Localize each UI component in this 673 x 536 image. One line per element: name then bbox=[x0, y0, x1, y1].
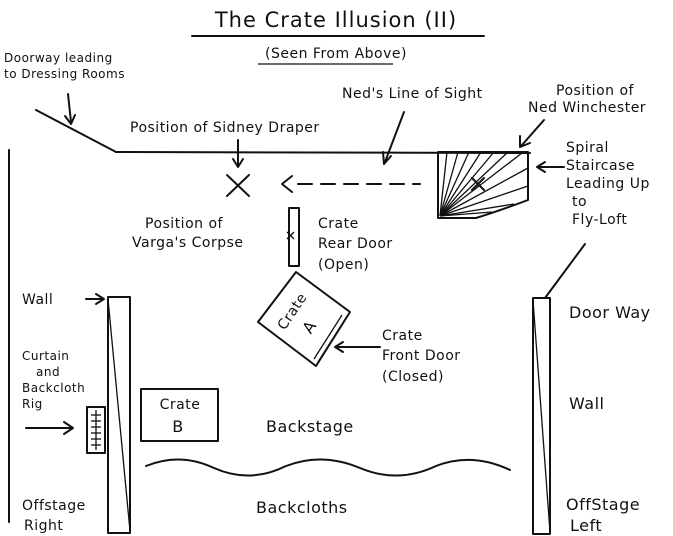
sidney-position-arrowhead bbox=[232, 158, 244, 168]
curtain-label-line2: and bbox=[36, 365, 60, 379]
crate-a-label-line2: A bbox=[298, 317, 320, 337]
doorway-dressing-label-line2: to Dressing Rooms bbox=[4, 67, 125, 81]
crate-front-arrowhead bbox=[334, 341, 344, 353]
crate-rear-label-line3: (Open) bbox=[318, 257, 369, 273]
spiral-label-line4: to bbox=[572, 194, 587, 210]
curtain-label-line3: Backcloth bbox=[22, 381, 85, 395]
neds-line-of-sight-label: Ned's Line of Sight bbox=[342, 86, 483, 102]
curtain-rig bbox=[86, 406, 106, 454]
crate-rear-label-line1: Crate bbox=[318, 216, 359, 232]
crate-b-label-line1: Crate bbox=[160, 397, 201, 413]
wall-right bbox=[532, 297, 551, 535]
crate-front-label-line3: (Closed) bbox=[382, 369, 444, 385]
crate-rear-label-line2: Rear Door bbox=[318, 236, 393, 252]
offstage-right-label-line2: Right bbox=[24, 518, 63, 534]
doorway-dressing-arrow bbox=[67, 93, 72, 123]
sidney-position-x-mark bbox=[226, 174, 250, 197]
backcloths-label: Backcloths bbox=[256, 498, 348, 517]
diagram-title: The Crate Illusion (II) bbox=[214, 8, 457, 32]
curtain-arrowhead bbox=[63, 421, 74, 435]
sight-line-arrowhead bbox=[281, 175, 293, 193]
spiral-label-line1: Spiral bbox=[566, 140, 609, 156]
wall-right-label: Wall bbox=[569, 394, 605, 413]
doorway-right-line bbox=[544, 243, 586, 299]
crate-b bbox=[140, 388, 219, 442]
spiral-label-line3: Leading Up bbox=[566, 176, 650, 192]
spiral-arrowhead bbox=[536, 161, 546, 173]
door-way-label: Door Way bbox=[569, 303, 651, 322]
crate-front-label-line1: Crate bbox=[382, 328, 423, 344]
crate-b-label-line2: B bbox=[172, 417, 183, 436]
backstage-label: Backstage bbox=[266, 417, 354, 436]
doorway-dressing-arrowhead bbox=[64, 114, 76, 125]
offstage-left-label-line1: OffStage bbox=[566, 495, 640, 514]
wall-left-label: Wall bbox=[22, 292, 53, 308]
ned-position-arrowhead bbox=[519, 135, 531, 148]
corpse-label-line1: Position of bbox=[145, 216, 224, 232]
curtain-label-line1: Curtain bbox=[22, 349, 69, 363]
ned-position-arrow bbox=[521, 119, 545, 146]
doorway-angled-wall bbox=[35, 109, 117, 153]
line-of-sight-pointer-head bbox=[382, 151, 392, 165]
offstage-left-label-line2: Left bbox=[570, 516, 602, 535]
curtain-label-line4: Rig bbox=[22, 397, 43, 411]
ned-position-label-line2: Ned Winchester bbox=[528, 100, 646, 116]
wall-left bbox=[107, 296, 131, 534]
spiral-label-line2: Staircase bbox=[566, 158, 635, 174]
sidney-position-label: Position of Sidney Draper bbox=[130, 120, 320, 136]
corpse-x-mark bbox=[286, 231, 295, 240]
spiral-label-line5: Fly-Loft bbox=[572, 212, 627, 228]
doorway-dressing-label-line1: Doorway leading bbox=[4, 51, 113, 65]
spiral-staircase bbox=[437, 151, 529, 219]
offstage-right-label-line1: Offstage bbox=[22, 498, 86, 514]
wall-left-arrowhead bbox=[95, 293, 105, 305]
crate-a bbox=[257, 271, 351, 367]
crate-rear-door bbox=[288, 207, 300, 267]
line-of-sight-pointer bbox=[384, 111, 405, 163]
crate-front-label-line2: Front Door bbox=[382, 348, 461, 364]
backcloths-line bbox=[145, 458, 511, 477]
diagram-subtitle: (Seen From Above) bbox=[265, 46, 407, 62]
corpse-label-line2: Varga's Corpse bbox=[132, 235, 244, 251]
ned-position-label-line1: Position of bbox=[556, 83, 635, 99]
